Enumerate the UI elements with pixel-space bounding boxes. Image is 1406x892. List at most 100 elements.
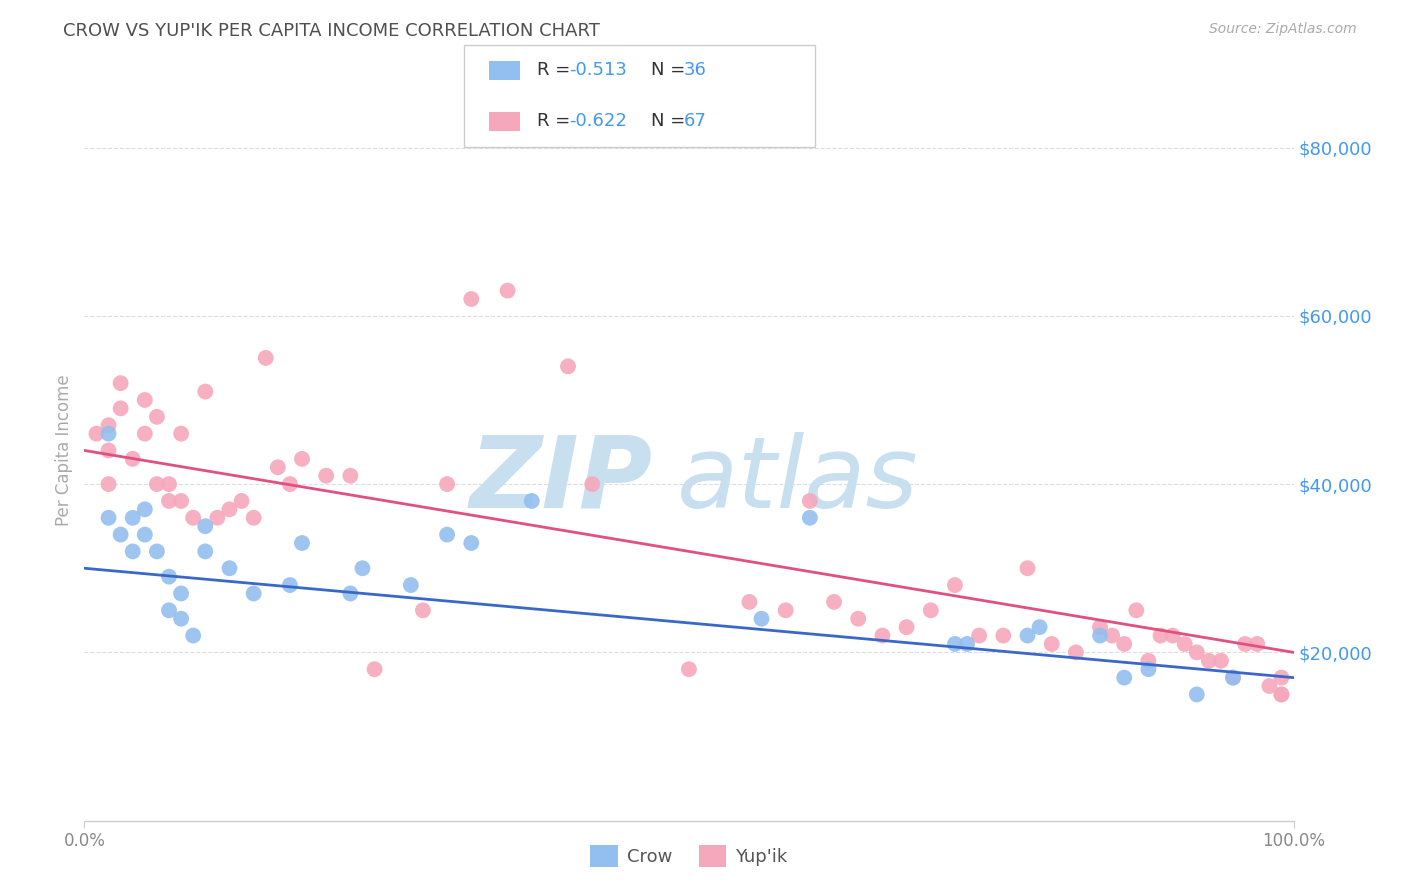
Legend: Crow, Yup'ik: Crow, Yup'ik [583, 838, 794, 874]
Point [339, 586, 361, 600]
Point [993, 628, 1015, 642]
Point [194, 384, 217, 399]
Point [460, 292, 482, 306]
Point [1198, 654, 1220, 668]
Point [121, 510, 143, 524]
Point [339, 468, 361, 483]
Point [943, 578, 966, 592]
Point [436, 527, 458, 541]
Point [1040, 637, 1063, 651]
Text: 36: 36 [683, 62, 706, 79]
Point [231, 494, 253, 508]
Point [1017, 561, 1039, 575]
Point [121, 451, 143, 466]
Point [1137, 654, 1160, 668]
Point [194, 544, 217, 558]
Point [134, 527, 156, 541]
Point [520, 494, 543, 508]
Point [399, 578, 422, 592]
Text: -0.513: -0.513 [569, 62, 627, 79]
Point [1270, 671, 1292, 685]
Point [1137, 662, 1160, 676]
Point [170, 494, 193, 508]
Text: Source: ZipAtlas.com: Source: ZipAtlas.com [1209, 22, 1357, 37]
Point [291, 451, 314, 466]
Point [157, 477, 180, 491]
Point [363, 662, 385, 676]
Point [194, 519, 217, 533]
Text: 67: 67 [683, 112, 706, 130]
Point [678, 662, 700, 676]
Point [97, 418, 120, 433]
Point [218, 502, 240, 516]
Point [352, 561, 374, 575]
Point [1017, 628, 1039, 642]
Point [170, 426, 193, 441]
Point [799, 510, 821, 524]
Point [110, 401, 132, 416]
Text: N =: N = [651, 62, 690, 79]
Point [1088, 628, 1111, 642]
Point [1270, 688, 1292, 702]
Point [97, 510, 120, 524]
Point [278, 578, 301, 592]
Point [1270, 688, 1292, 702]
Point [134, 392, 156, 407]
Point [775, 603, 797, 617]
Point [157, 494, 180, 508]
Point [97, 426, 120, 441]
Point [170, 586, 193, 600]
Point [1222, 671, 1244, 685]
Y-axis label: Per Capita Income: Per Capita Income [55, 375, 73, 526]
Point [1114, 637, 1136, 651]
Point [460, 536, 482, 550]
Point [134, 502, 156, 516]
Point [278, 477, 301, 491]
FancyBboxPatch shape [489, 61, 520, 80]
Point [1258, 679, 1281, 693]
Point [97, 477, 120, 491]
Point [157, 603, 180, 617]
Point [170, 612, 193, 626]
Point [846, 612, 869, 626]
Point [242, 586, 264, 600]
Point [1234, 637, 1257, 651]
Point [967, 628, 990, 642]
Point [557, 359, 579, 374]
Text: -0.622: -0.622 [569, 112, 627, 130]
Point [110, 376, 132, 391]
Text: R =: R = [537, 112, 576, 130]
Point [1064, 645, 1087, 659]
FancyBboxPatch shape [489, 112, 520, 131]
Point [738, 595, 761, 609]
Point [86, 426, 108, 441]
Point [254, 351, 277, 365]
Point [1222, 671, 1244, 685]
Point [1174, 637, 1197, 651]
Point [97, 443, 120, 458]
Point [956, 637, 979, 651]
FancyBboxPatch shape [464, 45, 815, 147]
Point [146, 409, 169, 424]
Point [110, 527, 132, 541]
Point [207, 510, 229, 524]
Point [1246, 637, 1268, 651]
Point [1028, 620, 1050, 634]
Point [242, 510, 264, 524]
Point [267, 460, 290, 475]
Point [1185, 645, 1208, 659]
Point [218, 561, 240, 575]
Point [412, 603, 434, 617]
Point [121, 544, 143, 558]
Point [436, 477, 458, 491]
Text: atlas: atlas [676, 432, 918, 529]
Point [799, 494, 821, 508]
Point [751, 612, 773, 626]
Point [823, 595, 845, 609]
Point [496, 284, 519, 298]
Point [943, 637, 966, 651]
Point [581, 477, 603, 491]
Point [1088, 620, 1111, 634]
Point [146, 544, 169, 558]
Point [1125, 603, 1147, 617]
